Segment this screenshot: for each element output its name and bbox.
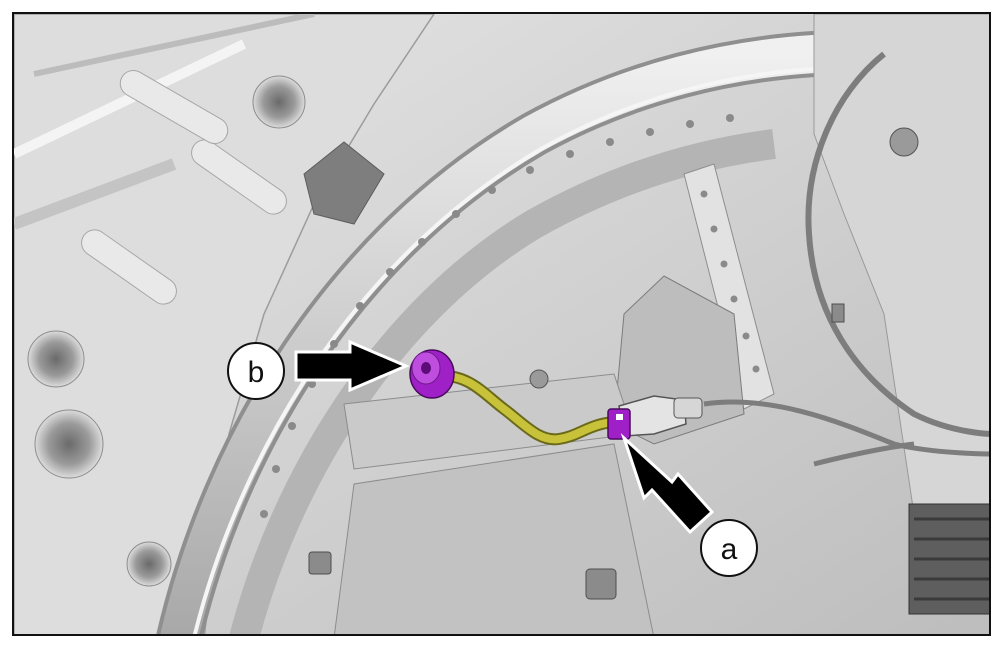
- wheel-arch-rail: [160, 35, 833, 634]
- clip: [308, 551, 332, 575]
- bolt: [889, 127, 919, 157]
- panel-hole: [252, 75, 306, 129]
- illustration-frame: b a: [12, 12, 991, 636]
- clip: [831, 303, 845, 323]
- arrow-icon: [620, 432, 715, 535]
- wheelhouse-ridge-3: [14, 158, 177, 230]
- wheelhouse-inner-ridge: [33, 14, 315, 77]
- sensor-cable-3: [813, 441, 915, 467]
- connector-a-latch: [616, 414, 623, 420]
- wheelhouse-ridge-2: [14, 39, 247, 159]
- inner-arch-band: [229, 129, 776, 634]
- callout-circle-icon: [227, 342, 285, 400]
- sensor-cable-2: [703, 399, 989, 457]
- harness-wire: [435, 371, 618, 444]
- panel-hole: [34, 409, 104, 479]
- callout-label-a: a: [721, 533, 738, 566]
- connector-a: [607, 408, 631, 440]
- wheel-arch-rail-highlight: [192, 67, 815, 634]
- callout-a: a: [700, 519, 758, 577]
- square-opening: [303, 141, 385, 225]
- lower-cavity: [334, 443, 654, 634]
- rivet-row: [260, 114, 734, 518]
- emboss-slot: [119, 70, 229, 144]
- sensor-cable: [805, 51, 989, 437]
- callout-label-b: b: [248, 356, 265, 389]
- grommet-b-hole: [421, 362, 431, 374]
- clip: [585, 568, 617, 600]
- bolt-2: [529, 369, 549, 389]
- connector-ribs: [914, 517, 989, 601]
- callout-circle-icon: [700, 519, 758, 577]
- panel-hole: [27, 330, 85, 388]
- callout-b: b: [227, 342, 285, 400]
- vehicle-body-illustration: b a: [14, 14, 989, 634]
- arrow-icon: [294, 339, 410, 393]
- harness-connector-tail: [673, 397, 703, 419]
- rivet-row-strut: [700, 190, 760, 373]
- emboss-slot: [81, 229, 177, 305]
- panel-hole: [126, 541, 172, 587]
- emboss-slot: [191, 139, 287, 215]
